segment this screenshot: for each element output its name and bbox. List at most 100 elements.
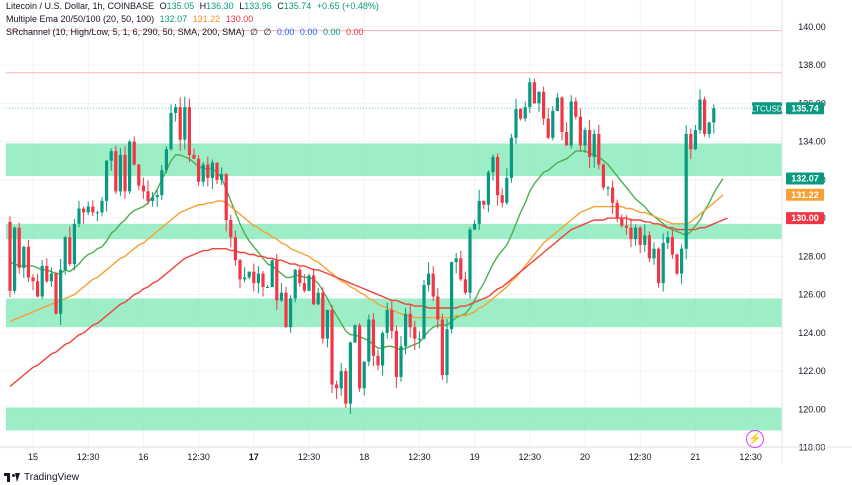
price-tag	[786, 102, 824, 115]
candle	[500, 195, 504, 203]
candle	[652, 248, 656, 259]
candle	[252, 271, 256, 284]
candle	[542, 91, 546, 119]
candle	[505, 177, 509, 203]
candle	[339, 371, 343, 389]
sr-zone	[6, 407, 782, 431]
candle	[523, 107, 527, 119]
replay-icon[interactable]: ⚡	[746, 430, 764, 448]
x-tick-label: 20	[580, 452, 590, 462]
candle	[376, 355, 380, 366]
candle	[486, 172, 490, 205]
legend-symbol-row: Litecoin / U.S. Dollar, 1h, COINBASE O13…	[6, 0, 379, 13]
x-tick-label: 12:30	[187, 452, 210, 462]
candle	[132, 141, 136, 165]
candle	[468, 229, 472, 293]
candle	[675, 254, 679, 274]
candle	[215, 162, 219, 180]
candle	[293, 269, 297, 299]
candle	[491, 156, 495, 173]
candle	[229, 220, 233, 238]
h-label: H	[199, 1, 207, 11]
candle	[634, 227, 638, 240]
c-value: 135.74	[283, 1, 312, 11]
candle	[210, 162, 214, 178]
candle	[555, 97, 559, 111]
candle	[574, 101, 578, 117]
ema-line-3	[9, 217, 728, 388]
candle	[22, 246, 26, 268]
candles-group	[8, 77, 716, 414]
candle	[413, 327, 417, 339]
candle	[187, 107, 191, 155]
x-tick-label: 17	[249, 452, 259, 462]
candle	[174, 107, 178, 113]
candle	[192, 154, 196, 159]
candle	[95, 212, 99, 214]
candle	[330, 309, 334, 385]
candle	[514, 109, 518, 138]
candle	[528, 82, 532, 108]
candle	[348, 342, 352, 404]
candle	[450, 262, 454, 330]
candle	[325, 309, 329, 339]
candle	[261, 273, 265, 287]
l-label: L	[239, 1, 245, 11]
candle	[178, 107, 182, 140]
candle	[693, 130, 697, 150]
candle	[118, 154, 122, 192]
y-tick-label: 126.00	[798, 290, 826, 300]
candle	[611, 187, 615, 203]
sr-indicator-name: SRchannel (10, High/Low, 5, 1, 6, 290, 5…	[6, 27, 245, 37]
change-value: +0.65 (+0.48%)	[316, 1, 379, 11]
candle	[519, 109, 523, 119]
o-label: O	[159, 1, 167, 11]
price-tag	[786, 172, 824, 185]
y-tick-label: 118.00	[799, 443, 826, 453]
sr-symbol-2: ∅	[263, 27, 272, 37]
candle	[463, 279, 467, 293]
candle	[160, 170, 164, 196]
candle	[8, 221, 12, 291]
candle	[436, 296, 440, 320]
candle	[141, 185, 145, 192]
chart-legend: Litecoin / U.S. Dollar, 1h, COINBASE O13…	[6, 0, 379, 39]
x-tick-label: 12:30	[408, 452, 431, 462]
x-tick-label: 19	[470, 452, 480, 462]
candle	[164, 149, 168, 171]
y-tick-label: 134.00	[798, 137, 826, 147]
y-tick-label: 120.00	[798, 404, 826, 414]
c-label: C	[277, 1, 284, 11]
candle	[275, 260, 279, 301]
candle	[381, 332, 385, 366]
candle	[551, 110, 555, 138]
tradingview-logo-icon	[4, 473, 20, 482]
candle	[224, 174, 228, 221]
candle	[151, 197, 155, 201]
sr-symbol-1: ∅	[250, 27, 258, 37]
candle	[638, 227, 642, 245]
candle	[220, 174, 224, 180]
price-symbol-tag	[752, 102, 782, 115]
candle	[45, 265, 49, 282]
legend-sr-row: SRchannel (10, High/Low, 5, 1, 6, 290, 5…	[6, 26, 379, 39]
candle	[298, 269, 302, 284]
candle	[26, 246, 30, 278]
candle	[629, 227, 633, 240]
ema-line-2	[9, 194, 724, 323]
candle	[537, 91, 541, 104]
x-tick-label: 12:30	[519, 452, 542, 462]
candle	[385, 309, 389, 333]
candle	[307, 275, 311, 291]
ema50-value: 131.22	[192, 14, 221, 24]
candle	[128, 141, 132, 192]
x-tick-label: 12:30	[77, 452, 100, 462]
candle	[137, 164, 141, 186]
candle	[91, 206, 95, 213]
sr-value-4: 0.00	[346, 27, 364, 37]
y-tick-label: 122.00	[798, 366, 826, 376]
x-tick-label: 18	[359, 452, 369, 462]
y-tick-label: 140.00	[798, 22, 826, 32]
candle	[399, 346, 403, 377]
